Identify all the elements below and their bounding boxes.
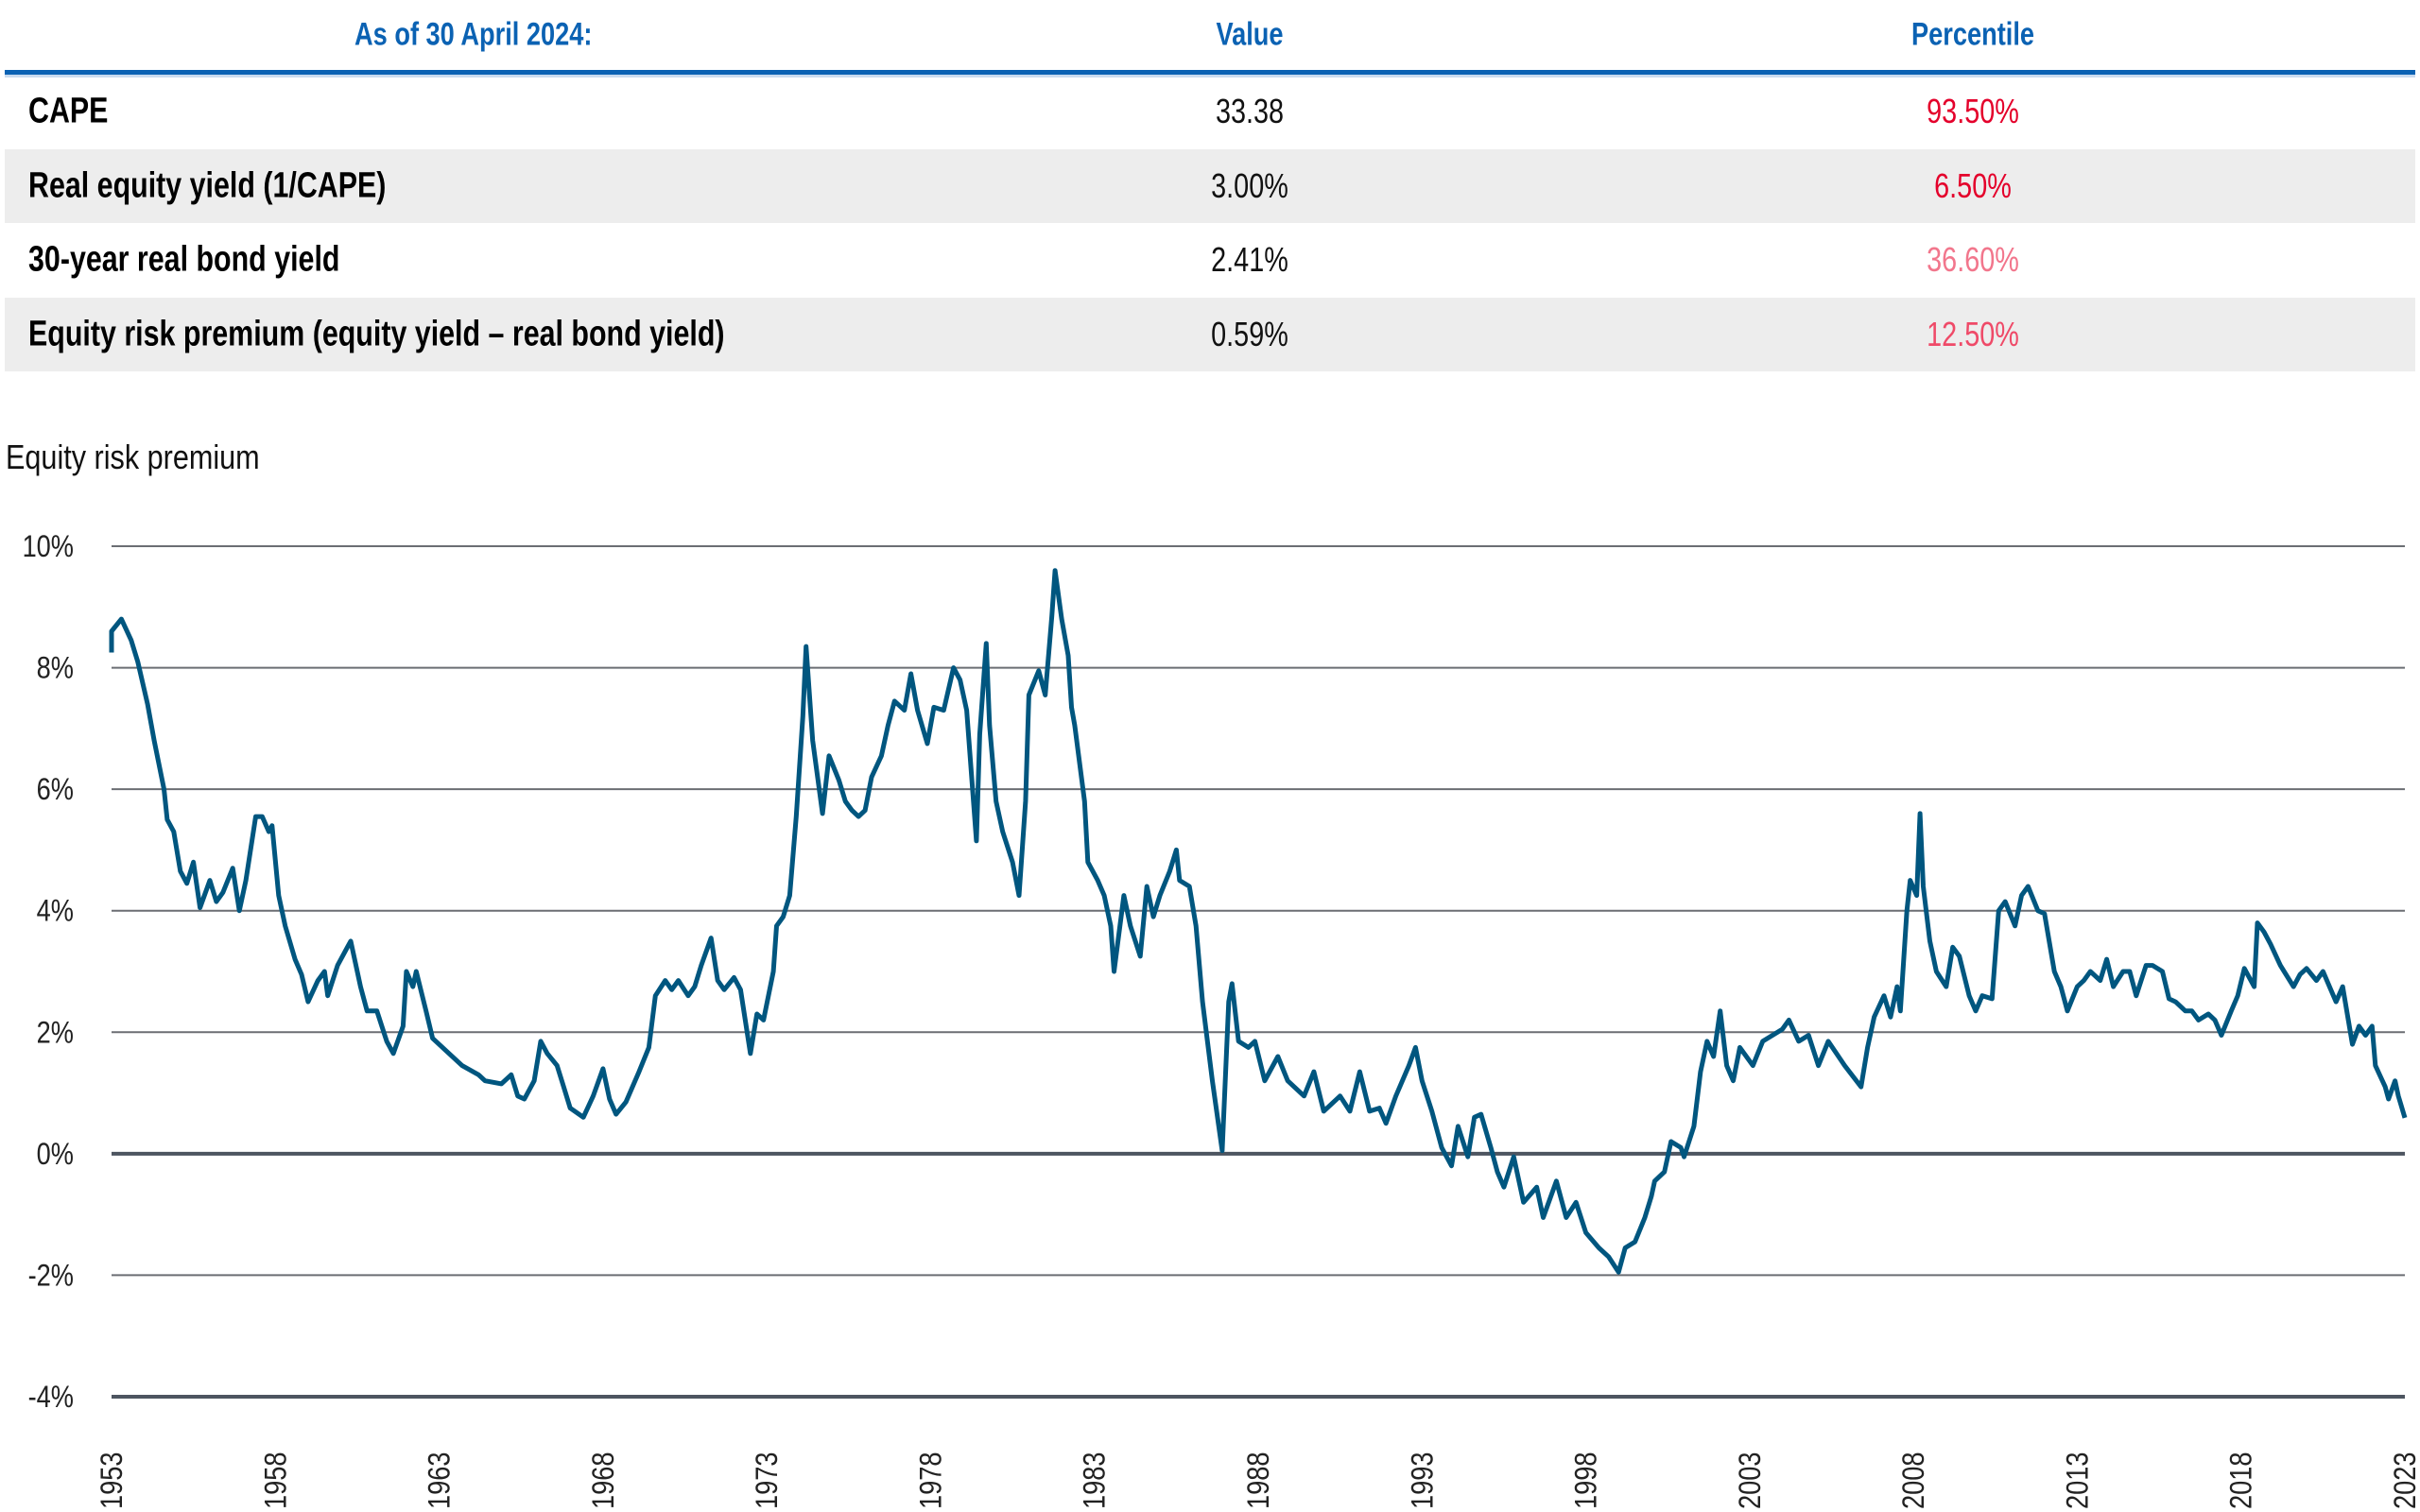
row-label: Equity risk premium (equity yield – real… xyxy=(28,314,725,354)
chart-title: Equity risk premium xyxy=(6,438,260,476)
x-tick-label: 1993 xyxy=(1406,1452,1440,1509)
x-tick-label: 1998 xyxy=(1570,1452,1604,1509)
y-tick-label: 4% xyxy=(37,895,74,929)
x-tick-label: 1973 xyxy=(751,1452,785,1509)
x-tick-label: 2003 xyxy=(1734,1452,1768,1509)
header-percentile: Percentile xyxy=(1910,16,2035,53)
y-tick-label: 6% xyxy=(37,773,74,807)
y-tick-label: 10% xyxy=(23,530,74,564)
row-percentile: 6.50% xyxy=(1934,165,2012,205)
x-tick-label: 2018 xyxy=(2225,1452,2259,1509)
table-row: Real equity yield (1/CAPE) 3.00% 6.50% xyxy=(5,148,2415,223)
row-label: 30-year real bond yield xyxy=(28,239,340,280)
row-value: 3.00% xyxy=(1211,165,1288,205)
table-row: Equity risk premium (equity yield – real… xyxy=(5,297,2415,371)
series-line xyxy=(109,568,2408,1275)
x-tick-label: 1983 xyxy=(1079,1452,1113,1509)
row-value: 33.38 xyxy=(1215,92,1285,131)
x-tick-label: 1968 xyxy=(587,1452,621,1509)
row-label: Real equity yield (1/CAPE) xyxy=(28,165,387,206)
row-value: 0.59% xyxy=(1211,314,1288,353)
header-value: Value xyxy=(1216,16,1284,53)
y-tick-label: -2% xyxy=(28,1259,74,1293)
y-tick-label: 2% xyxy=(37,1016,74,1050)
row-percentile: 93.50% xyxy=(1927,92,2019,131)
y-tick-label: 8% xyxy=(37,652,74,686)
x-tick-label: 1988 xyxy=(1242,1452,1276,1509)
x-tick-label: 1963 xyxy=(424,1452,458,1509)
valuation-table: As of 30 April 2024: Value Percentile CA… xyxy=(5,0,2415,371)
header-date: As of 30 April 2024: xyxy=(354,16,593,53)
row-percentile: 36.60% xyxy=(1927,240,2019,280)
row-percentile: 12.50% xyxy=(1927,314,2019,353)
x-tick-label: 2008 xyxy=(1897,1452,1931,1509)
table-header-row: As of 30 April 2024: Value Percentile xyxy=(5,0,2415,75)
x-tick-label: 2013 xyxy=(2061,1452,2095,1509)
x-tick-label: 1958 xyxy=(259,1452,293,1509)
x-tick-label: 2023 xyxy=(2389,1452,2420,1509)
x-tick-label: 1953 xyxy=(95,1452,130,1509)
x-tick-label: 1978 xyxy=(914,1452,948,1509)
y-tick-label: 0% xyxy=(37,1138,74,1172)
row-value: 2.41% xyxy=(1211,240,1288,280)
table-row: CAPE 33.38 93.50% xyxy=(5,75,2415,149)
table-row: 30-year real bond yield 2.41% 36.60% xyxy=(5,223,2415,298)
y-tick-label: -4% xyxy=(28,1381,74,1415)
row-label: CAPE xyxy=(28,91,109,131)
